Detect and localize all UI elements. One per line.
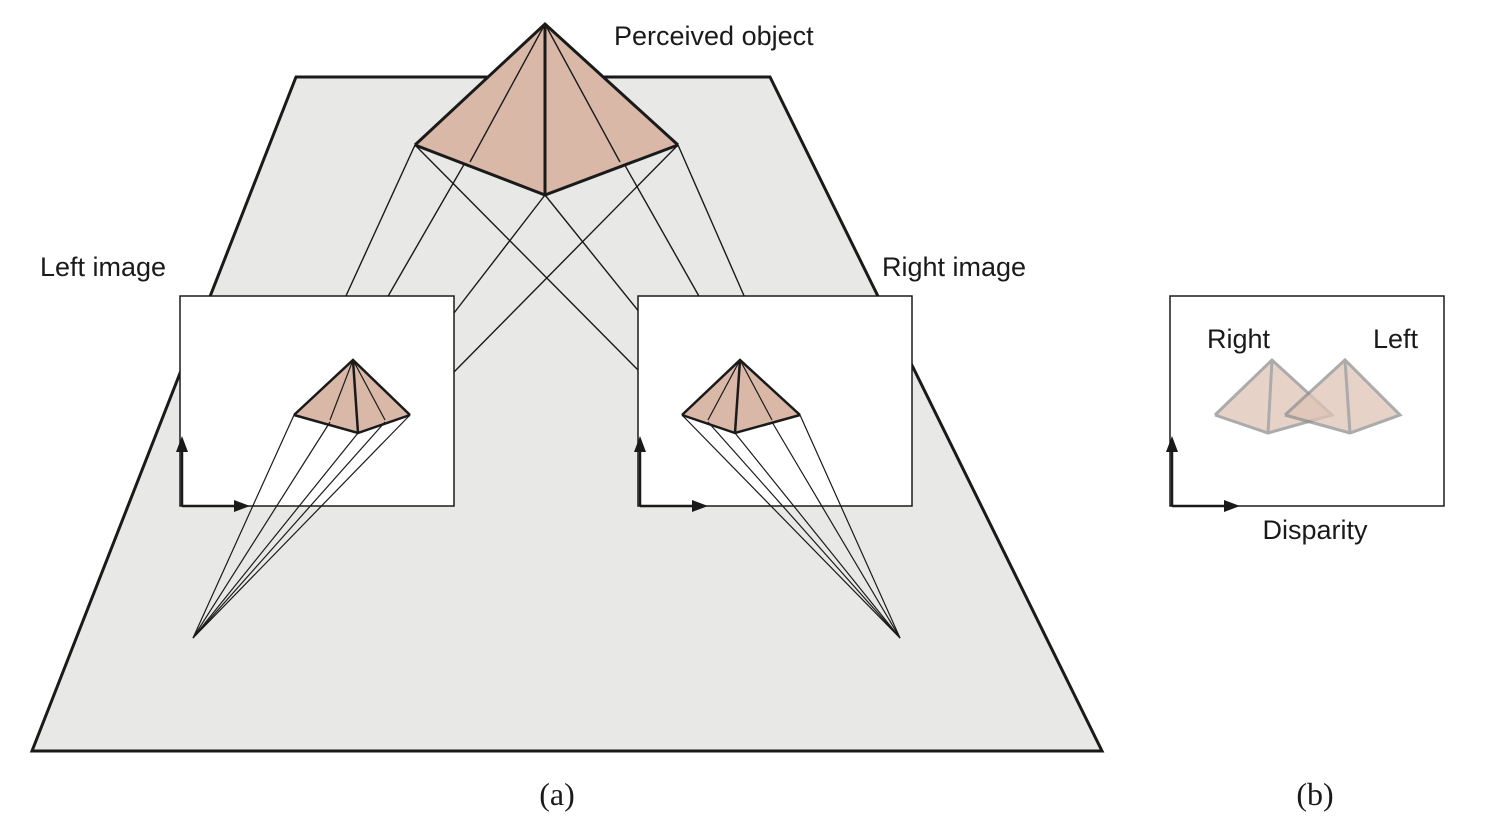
left-pyramid-overlay	[1283, 357, 1403, 435]
disparity-panel: Right Left	[1166, 295, 1445, 512]
left-image-label: Left image	[40, 252, 166, 282]
right-eye-rays	[681, 414, 901, 639]
left-eye-rays	[192, 414, 411, 639]
right-image-plane	[634, 295, 913, 639]
disparity-axis-label: Disparity	[1262, 515, 1368, 545]
perceived-object-pyramid	[413, 21, 680, 197]
left-image-axes	[176, 436, 250, 512]
disparity-left-label: Left	[1373, 324, 1419, 354]
caption-b: (b)	[1296, 776, 1333, 812]
right-image-label: Right image	[882, 252, 1026, 282]
right-image-axes	[634, 436, 708, 512]
perceived-object-label: Perceived object	[614, 21, 814, 51]
caption-a: (a)	[539, 776, 575, 812]
left-image-plane	[176, 295, 455, 639]
disparity-axes	[1166, 436, 1240, 512]
disparity-right-label: Right	[1207, 324, 1271, 354]
ground-plane	[29, 75, 1105, 753]
